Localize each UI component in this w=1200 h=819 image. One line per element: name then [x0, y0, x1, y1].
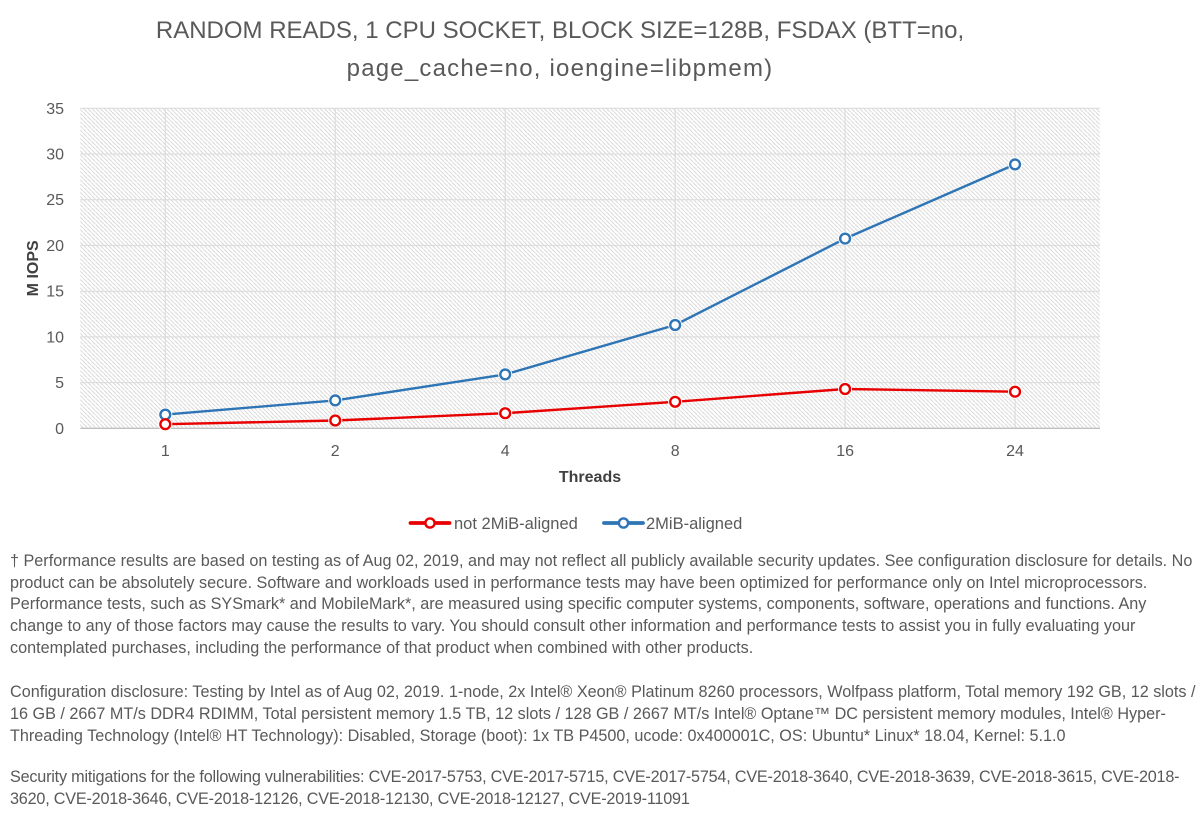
svg-text:4: 4 — [501, 443, 510, 460]
svg-text:M IOPS: M IOPS — [25, 240, 42, 296]
svg-text:0: 0 — [55, 421, 64, 438]
svg-text:8: 8 — [671, 443, 680, 460]
svg-text:not 2MiB-aligned: not 2MiB-aligned — [454, 515, 578, 533]
svg-text:2MiB-aligned: 2MiB-aligned — [646, 515, 742, 533]
svg-text:15: 15 — [46, 284, 64, 301]
svg-text:35: 35 — [46, 101, 64, 118]
svg-text:1: 1 — [161, 443, 170, 460]
svg-text:10: 10 — [46, 329, 64, 346]
svg-text:2: 2 — [331, 443, 340, 460]
svg-text:20: 20 — [46, 238, 64, 255]
svg-text:30: 30 — [46, 147, 64, 164]
svg-text:5: 5 — [55, 375, 64, 392]
svg-text:25: 25 — [46, 192, 64, 209]
svg-text:Threads: Threads — [559, 469, 621, 486]
svg-text:16: 16 — [836, 443, 854, 460]
svg-text:24: 24 — [1006, 443, 1024, 460]
